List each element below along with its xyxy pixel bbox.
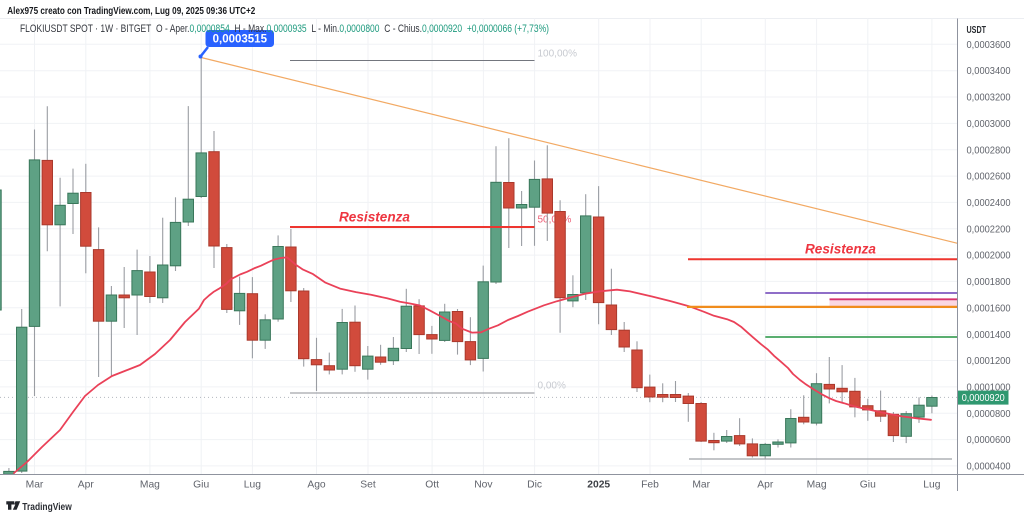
svg-text:0,0002400: 0,0002400: [967, 198, 1012, 209]
svg-text:2025: 2025: [587, 480, 610, 491]
svg-text:0,0002600: 0,0002600: [967, 172, 1012, 183]
svg-text:0,0002800: 0,0002800: [967, 145, 1012, 156]
svg-text:Ago: Ago: [307, 480, 326, 491]
svg-text:Resistenza: Resistenza: [805, 241, 876, 256]
svg-text:0,0000400: 0,0000400: [967, 462, 1012, 473]
svg-text:0,0000600: 0,0000600: [967, 435, 1012, 446]
svg-text:Ott: Ott: [425, 480, 439, 491]
svg-text:0,00%: 0,00%: [538, 381, 566, 392]
svg-text:0,0003200: 0,0003200: [967, 93, 1012, 104]
svg-text:100,00%: 100,00%: [538, 49, 578, 60]
svg-text:Apr: Apr: [757, 480, 774, 491]
svg-text:0,0001400: 0,0001400: [967, 330, 1012, 341]
svg-text:Mar: Mar: [692, 480, 710, 491]
svg-text:0,0000800: 0,0000800: [967, 409, 1012, 420]
svg-text:0,0003000: 0,0003000: [967, 119, 1012, 130]
svg-text:Lug: Lug: [244, 480, 261, 491]
svg-text:Giu: Giu: [860, 480, 876, 491]
svg-text:Nov: Nov: [474, 480, 493, 491]
svg-text:Mag: Mag: [807, 480, 827, 491]
svg-text:0,0001800: 0,0001800: [967, 277, 1012, 288]
svg-text:Lug: Lug: [923, 480, 940, 491]
svg-text:Mag: Mag: [140, 480, 160, 491]
svg-text:Feb: Feb: [641, 480, 659, 491]
svg-text:Dic: Dic: [527, 480, 542, 491]
svg-text:0,0002200: 0,0002200: [967, 224, 1012, 235]
svg-text:0,0003600: 0,0003600: [967, 40, 1012, 51]
svg-text:Set: Set: [360, 480, 376, 491]
svg-text:Apr: Apr: [78, 480, 95, 491]
svg-text:0,0000920: 0,0000920: [962, 393, 1006, 404]
svg-text:Alex975 creato con TradingView: Alex975 creato con TradingView.com, Lug …: [7, 6, 255, 17]
svg-text:0,0003515: 0,0003515: [213, 33, 268, 45]
svg-text:TradingView: TradingView: [22, 501, 72, 513]
svg-text:Mar: Mar: [26, 480, 44, 491]
svg-text:USDT: USDT: [967, 25, 987, 36]
svg-text:Giu: Giu: [193, 480, 209, 491]
svg-text:FLOKIUSDT SPOT · 1W · BITGET: FLOKIUSDT SPOT · 1W · BITGET O - Aper.0,…: [20, 23, 549, 35]
svg-text:0,0002000: 0,0002000: [967, 251, 1012, 262]
svg-text:0,0001000: 0,0001000: [967, 383, 1012, 394]
svg-text:Resistenza: Resistenza: [339, 210, 410, 225]
svg-text:0,0001600: 0,0001600: [967, 303, 1012, 314]
svg-text:0,0003400: 0,0003400: [967, 66, 1012, 77]
svg-text:0,0001200: 0,0001200: [967, 356, 1012, 367]
